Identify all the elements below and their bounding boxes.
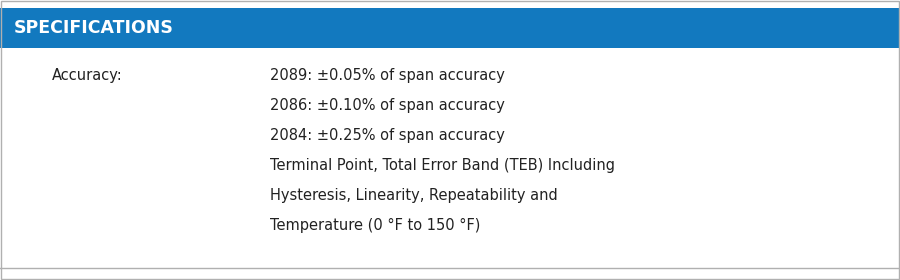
Text: Terminal Point, Total Error Band (TEB) Including: Terminal Point, Total Error Band (TEB) I… — [270, 158, 615, 173]
Text: Temperature (0 °F to 150 °F): Temperature (0 °F to 150 °F) — [270, 218, 481, 233]
Bar — [0, 8, 900, 48]
Text: Accuracy:: Accuracy: — [52, 68, 122, 83]
Text: Hysteresis, Linearity, Repeatability and: Hysteresis, Linearity, Repeatability and — [270, 188, 558, 203]
Text: 2086: ±0.10% of span accuracy: 2086: ±0.10% of span accuracy — [270, 98, 505, 113]
Text: 2089: ±0.05% of span accuracy: 2089: ±0.05% of span accuracy — [270, 68, 505, 83]
Text: 2084: ±0.25% of span accuracy: 2084: ±0.25% of span accuracy — [270, 128, 505, 143]
Text: SPECIFICATIONS: SPECIFICATIONS — [14, 19, 174, 37]
